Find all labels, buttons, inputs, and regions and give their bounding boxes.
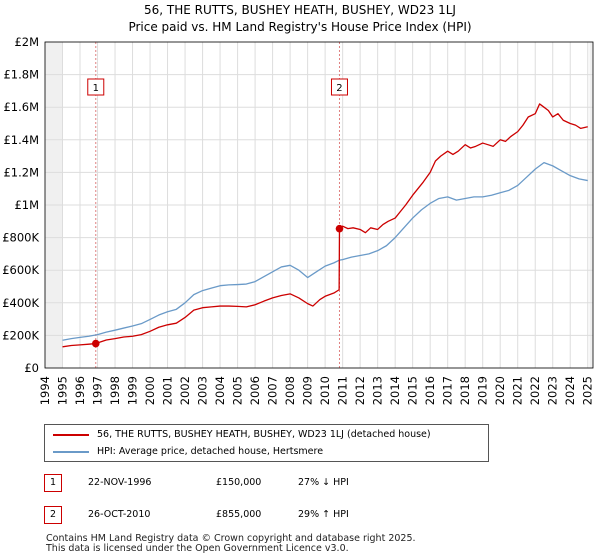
y-tick-label: £0 — [24, 361, 39, 375]
x-tick-label: 1998 — [108, 376, 122, 405]
x-tick-label: 2015 — [406, 376, 420, 405]
legend-item-hpi: HPI: Average price, detached house, Hert… — [53, 444, 323, 460]
transaction-badge-label: 1 — [93, 83, 99, 94]
footer-licence: This data is licensed under the Open Gov… — [46, 543, 349, 554]
x-tick-label: 2005 — [231, 376, 245, 405]
y-tick-label: £2M — [14, 35, 39, 49]
chart-title: 56, THE RUTTS, BUSHEY HEATH, BUSHEY, WD2… — [144, 3, 456, 17]
x-tick-label: 2025 — [581, 376, 595, 405]
transaction-hpi-delta: 29% ↑ HPI — [298, 509, 349, 520]
x-tick-label: 2022 — [528, 376, 542, 405]
x-tick-label: 2017 — [441, 376, 455, 405]
x-tick-label: 2019 — [476, 376, 490, 405]
y-tick-label: £1.6M — [3, 100, 39, 114]
y-tick-label: £600K — [2, 263, 39, 277]
transaction-date: 26-OCT-2010 — [88, 509, 151, 520]
x-tick-label: 2016 — [423, 376, 437, 405]
y-tick-label: £800K — [2, 231, 39, 245]
y-tick-label: £1.8M — [3, 68, 39, 82]
transaction-price: £855,000 — [216, 509, 262, 520]
x-tick-label: 2024 — [563, 376, 577, 405]
x-tick-label: 2020 — [493, 376, 507, 405]
y-tick-label: £1.4M — [3, 133, 39, 147]
transaction-id-badge: 1 — [44, 474, 62, 492]
x-tick-label: 2021 — [511, 376, 525, 405]
x-tick-label: 2000 — [143, 376, 157, 405]
chart-subtitle: Price paid vs. HM Land Registry's House … — [128, 20, 472, 34]
sale-point — [335, 224, 344, 233]
x-tick-label: 2008 — [283, 376, 297, 405]
x-tick-label: 2009 — [301, 376, 315, 405]
x-tick-label: 2004 — [213, 376, 227, 405]
transaction-badge — [87, 78, 105, 96]
price-chart: £0 £200K £400K £600K £800K £1M £1.2M £1.4M £1.6M… — [2, 35, 595, 405]
x-tick-label: 2007 — [266, 376, 280, 405]
x-tick-label: 2001 — [161, 376, 175, 405]
y-tick-label: £1M — [14, 198, 39, 212]
legend: 56, THE RUTTS, BUSHEY HEATH, BUSHEY, WD2… — [44, 424, 489, 462]
x-tick-label: 1996 — [73, 376, 87, 405]
x-tick-label: 2013 — [371, 376, 385, 405]
sale-point — [91, 339, 100, 348]
x-tick-label: 2023 — [546, 376, 560, 405]
x-tick-label: 2006 — [248, 376, 262, 405]
x-tick-label: 1995 — [56, 376, 70, 405]
legend-label-hpi: HPI: Average price, detached house, Hert… — [97, 446, 324, 457]
hpi-line — [62, 161, 588, 341]
x-tick-label: 1994 — [38, 376, 52, 405]
x-tick-label: 1999 — [126, 376, 140, 405]
transaction-badge — [330, 78, 348, 96]
x-tick-label: 2010 — [318, 376, 332, 405]
y-tick-label: £400K — [2, 296, 39, 310]
transaction-id-badge: 2 — [44, 506, 62, 524]
property-price-line — [62, 103, 588, 348]
x-tick-label: 2014 — [388, 376, 402, 405]
y-tick-label: £200K — [2, 328, 39, 342]
x-tick-label: 2002 — [178, 376, 192, 405]
transaction-hpi-delta: 27% ↓ HPI — [298, 477, 349, 488]
x-tick-label: 2012 — [353, 376, 367, 405]
legend-swatch-property — [53, 433, 89, 436]
plot-frame — [44, 41, 594, 369]
transaction-price: £150,000 — [216, 477, 262, 488]
x-tick-label: 1997 — [91, 376, 105, 405]
footer-copyright: Contains HM Land Registry data © Crown c… — [46, 533, 416, 544]
x-tick-label: 2003 — [196, 376, 210, 405]
y-tick-label: £1.2M — [3, 165, 39, 179]
x-tick-label: 2018 — [458, 376, 472, 405]
legend-label-property: 56, THE RUTTS, BUSHEY HEATH, BUSHEY, WD2… — [97, 429, 431, 440]
x-tick-label: 2011 — [336, 376, 350, 405]
legend-swatch-hpi — [53, 450, 89, 453]
transaction-badge-label: 2 — [336, 83, 342, 94]
legend-item-property: 56, THE RUTTS, BUSHEY HEATH, BUSHEY, WD2… — [53, 427, 431, 443]
transaction-date: 22-NOV-1996 — [88, 477, 152, 488]
